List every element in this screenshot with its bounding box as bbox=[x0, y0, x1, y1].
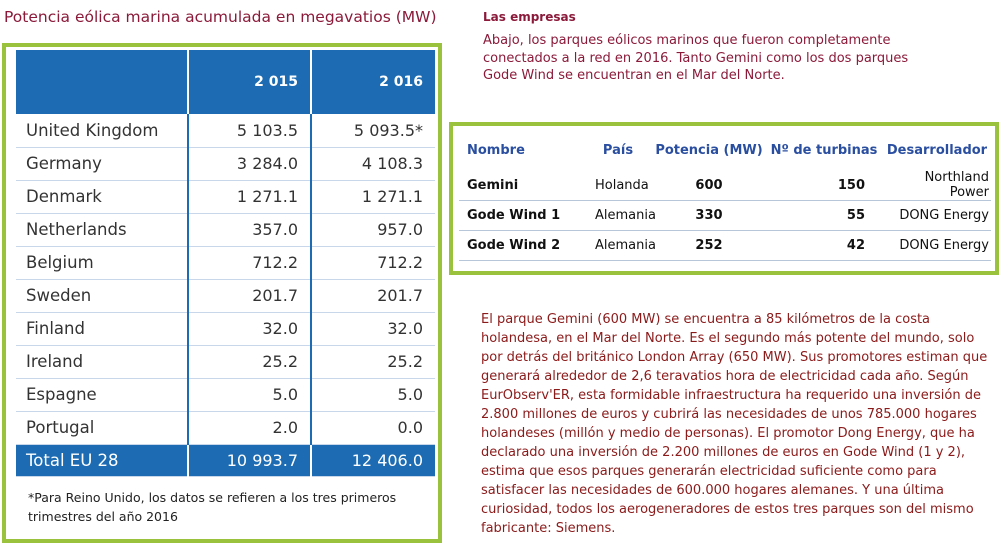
empresas-title: Las empresas bbox=[483, 10, 576, 24]
parks-table: Nombre País Potencia (MW) Nº de turbinas… bbox=[459, 130, 991, 261]
table-row: Netherlands 357.0 957.0 bbox=[16, 213, 435, 247]
value-2015: 357.0 bbox=[188, 213, 312, 247]
total-2016: 12 406.0 bbox=[311, 444, 435, 477]
value-2016: 25.2 bbox=[311, 345, 435, 379]
header-2015: 2 015 bbox=[188, 50, 312, 114]
park-turbines: 42 bbox=[765, 230, 883, 261]
total-2015: 10 993.7 bbox=[188, 444, 312, 477]
park-power: 330 bbox=[653, 200, 765, 231]
country-name: Denmark bbox=[16, 180, 189, 214]
country-name: Sweden bbox=[16, 279, 189, 313]
park-power: 600 bbox=[653, 170, 765, 201]
total-row: Total EU 28 10 993.7 12 406.0 bbox=[16, 444, 435, 477]
footnote: *Para Reino Unido, los datos se refieren… bbox=[28, 490, 397, 524]
table-row: Sweden 201.7 201.7 bbox=[16, 279, 435, 313]
table-row: Portugal 2.0 0.0 bbox=[16, 411, 435, 445]
total-label: Total EU 28 bbox=[16, 444, 189, 477]
park-country: Holanda bbox=[583, 170, 653, 201]
park-name: Gode Wind 1 bbox=[459, 200, 583, 231]
table-row: United Kingdom 5 103.5 5 093.5* bbox=[16, 114, 435, 148]
value-2015: 32.0 bbox=[188, 312, 312, 346]
table-row: Belgium 712.2 712.2 bbox=[16, 246, 435, 280]
value-2016: 201.7 bbox=[311, 279, 435, 313]
value-2016: 1 271.1 bbox=[311, 180, 435, 214]
table-row: Gode Wind 2 Alemania 252 42 DONG Energy bbox=[459, 230, 991, 261]
value-2015: 5 103.5 bbox=[188, 114, 312, 148]
capacity-table: 2 015 2 016 United Kingdom 5 103.5 5 093.5… bbox=[16, 50, 435, 477]
park-country: Alemania bbox=[583, 230, 656, 261]
value-2016: 0.0 bbox=[311, 411, 435, 445]
value-2015: 201.7 bbox=[188, 279, 312, 313]
country-name: Portugal bbox=[16, 411, 189, 445]
header-desarrollador: Desarrollador bbox=[886, 142, 988, 158]
value-2016: 4 108.3 bbox=[311, 147, 435, 181]
header-nombre: Nombre bbox=[467, 142, 525, 158]
parks-table-frame: Nombre País Potencia (MW) Nº de turbinas… bbox=[449, 122, 999, 275]
value-2016: 5.0 bbox=[311, 378, 435, 412]
value-2015: 3 284.0 bbox=[188, 147, 312, 181]
value-2016: 5 093.5* bbox=[311, 114, 435, 148]
country-name: Finland bbox=[16, 312, 189, 346]
value-2016: 957.0 bbox=[311, 213, 435, 247]
table-row: Gemini Holanda 600 150 Northland Power bbox=[459, 170, 991, 201]
value-2015: 1 271.1 bbox=[188, 180, 312, 214]
capacity-header-row: 2 015 2 016 bbox=[16, 50, 435, 114]
value-2015: 5.0 bbox=[188, 378, 312, 412]
main-title: Potencia eólica marina acumulada en mega… bbox=[4, 8, 437, 26]
parks-header-row: Nombre País Potencia (MW) Nº de turbinas… bbox=[459, 130, 991, 170]
empresas-text: Abajo, los parques eólicos marinos que f… bbox=[483, 33, 909, 83]
header-country bbox=[16, 50, 189, 114]
park-country: Alemania bbox=[583, 200, 656, 231]
country-name: Netherlands bbox=[16, 213, 189, 247]
value-2015: 712.2 bbox=[188, 246, 312, 280]
country-name: Belgium bbox=[16, 246, 189, 280]
table-row: Ireland 25.2 25.2 bbox=[16, 345, 435, 379]
table-row: Germany 3 284.0 4 108.3 bbox=[16, 147, 435, 181]
table-row: Espagne 5.0 5.0 bbox=[16, 378, 435, 412]
value-2016: 712.2 bbox=[311, 246, 435, 280]
header-2016: 2 016 bbox=[311, 50, 435, 114]
park-turbines: 150 bbox=[765, 170, 883, 201]
park-developer: DONG Energy bbox=[883, 230, 991, 261]
country-name: United Kingdom bbox=[16, 114, 189, 148]
country-name: Espagne bbox=[16, 378, 189, 412]
table-row: Denmark 1 271.1 1 271.1 bbox=[16, 180, 435, 214]
park-developer: Northland Power bbox=[883, 170, 991, 201]
park-turbines: 55 bbox=[765, 200, 883, 231]
value-2015: 2.0 bbox=[188, 411, 312, 445]
park-developer: DONG Energy bbox=[883, 200, 991, 231]
capacity-table-frame: 2 015 2 016 United Kingdom 5 103.5 5 093.5… bbox=[2, 43, 442, 543]
header-potencia: Potencia (MW) bbox=[655, 142, 763, 158]
park-power: 252 bbox=[653, 230, 765, 261]
value-2016: 32.0 bbox=[311, 312, 435, 346]
table-row: Finland 32.0 32.0 bbox=[16, 312, 435, 346]
park-name: Gode Wind 2 bbox=[459, 230, 583, 261]
gemini-paragraph: El parque Gemini (600 MW) se encuentra a… bbox=[481, 312, 988, 536]
park-name: Gemini bbox=[459, 170, 583, 201]
value-2015: 25.2 bbox=[188, 345, 312, 379]
header-turbinas: Nº de turbinas bbox=[770, 142, 878, 158]
header-pais: País bbox=[602, 142, 634, 158]
country-name: Germany bbox=[16, 147, 189, 181]
country-name: Ireland bbox=[16, 345, 189, 379]
table-row: Gode Wind 1 Alemania 330 55 DONG Energy bbox=[459, 200, 991, 231]
